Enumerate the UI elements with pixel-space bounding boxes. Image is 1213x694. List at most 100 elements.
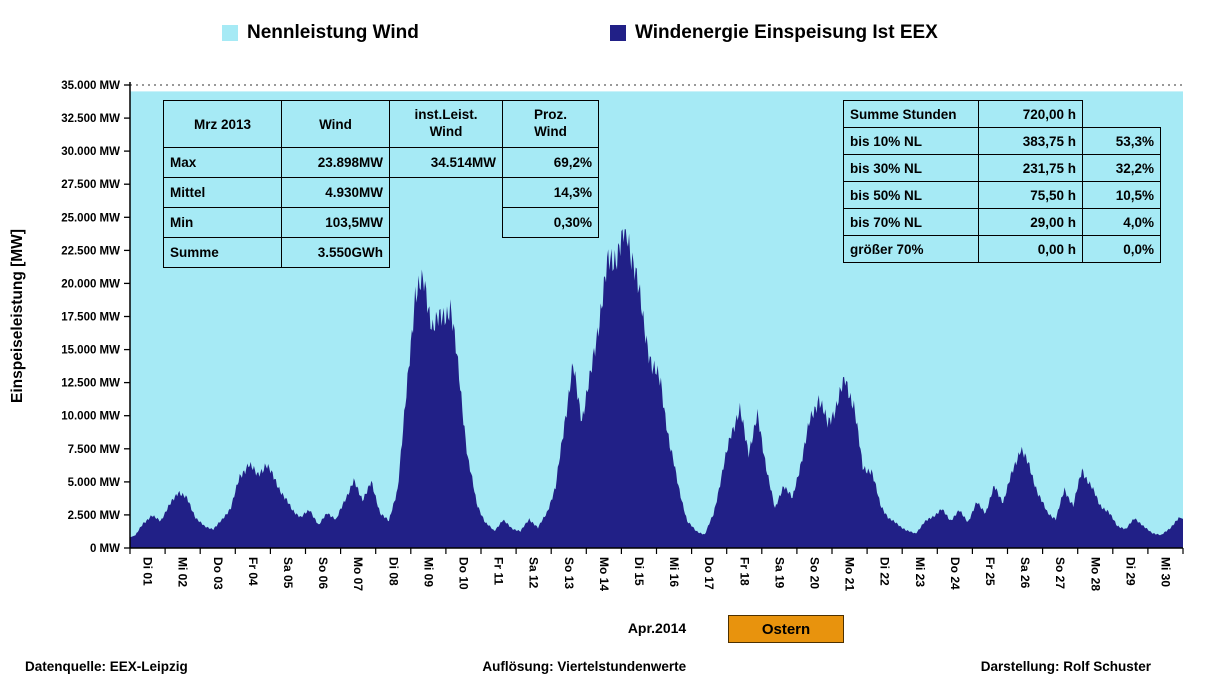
x-axis-day-label: Sa 12	[527, 557, 541, 589]
x-axis-day-label: Sa 19	[772, 557, 786, 589]
stat-value: 4.930MW	[281, 177, 390, 208]
stat-label: Max	[163, 147, 282, 178]
x-axis-day-label: Fr 18	[737, 557, 751, 586]
hours-value: 383,75 h	[978, 127, 1083, 155]
stats-wind-header: Wind	[281, 100, 390, 148]
hours-label: bis 10% NL	[843, 127, 979, 155]
x-axis-day-label: Mo 28	[1088, 557, 1102, 591]
hours-label: bis 30% NL	[843, 154, 979, 182]
y-axis-tick-label: 20.000 MW	[61, 278, 120, 290]
y-axis-tick-label: 10.000 MW	[61, 411, 120, 423]
x-axis-day-label: Mi 09	[421, 557, 435, 587]
legend-label-capacity: Nennleistung Wind	[247, 22, 419, 43]
y-axis-tick-label: 27.500 MW	[61, 179, 120, 191]
x-axis-day-label: Do 24	[948, 557, 962, 590]
x-axis-day-label: Mo 14	[597, 557, 611, 591]
empty-cell	[503, 238, 599, 268]
x-axis-day-label: Mi 02	[176, 557, 190, 587]
footer: Datenquelle: EEX-Leipzig Auflösung: Vier…	[0, 659, 1213, 674]
hours-row-10: bis 10% NL 383,75 h 53,3%	[843, 127, 1161, 155]
legend-label-wind: Windenergie Einspeisung Ist EEX	[635, 22, 938, 43]
x-axis-day-label: So 06	[316, 557, 330, 589]
stat-value: 14,3%	[502, 177, 599, 208]
hours-value: 231,75 h	[978, 154, 1083, 182]
x-axis-day-label: Di 22	[878, 557, 892, 586]
x-axis-day-label: Di 29	[1123, 557, 1137, 586]
x-axis-day-label: So 13	[562, 557, 576, 589]
x-axis-day-label: Fr 11	[492, 557, 506, 585]
legend-item-wind: Windenergie Einspeisung Ist EEX	[610, 22, 938, 44]
stat-value: 0,30%	[502, 207, 599, 238]
stats-period-label: Mrz 2013	[163, 100, 282, 148]
stats-row-min: Min 103,5MW 0,30%	[163, 207, 599, 238]
x-axis-day-label: Sa 26	[1018, 557, 1032, 589]
hours-value: 29,00 h	[978, 208, 1083, 236]
y-axis-tick-label: 2.500 MW	[68, 510, 121, 522]
stats-row-max: Max 23.898MW 34.514MW 69,2%	[163, 147, 599, 178]
x-axis-day-label: Do 10	[456, 557, 470, 590]
hours-label: bis 50% NL	[843, 181, 979, 209]
empty-cell	[390, 238, 503, 268]
stat-label: Summe	[163, 237, 282, 268]
stats-table: Mrz 2013 Wind inst.Leist. Wind Proz. Win…	[163, 100, 599, 268]
hours-value: 0,00 h	[978, 235, 1083, 263]
x-axis-day-label: Mi 23	[913, 557, 927, 587]
footer-datasource: Datenquelle: EEX-Leipzig	[25, 659, 188, 674]
y-axis-tick-label: 7.500 MW	[68, 444, 121, 456]
footer-resolution: Auflösung: Viertelstundenwerte	[482, 659, 687, 674]
stats-row-summe: Summe 3.550GWh	[163, 237, 599, 268]
y-axis-tick-label: 12.500 MW	[61, 378, 120, 390]
hours-value: 75,50 h	[978, 181, 1083, 209]
y-axis-tick-label: 30.000 MW	[61, 146, 120, 158]
x-axis-day-label: Mo 21	[843, 557, 857, 591]
x-axis-day-label: So 27	[1053, 557, 1067, 589]
legend-item-capacity: Nennleistung Wind	[222, 22, 419, 44]
stats-installed-header: inst.Leist. Wind	[389, 100, 503, 148]
stats-header-row: Mrz 2013 Wind inst.Leist. Wind Proz. Win…	[163, 100, 599, 148]
stats-row-mittel: Mittel 4.930MW 14,3%	[163, 177, 599, 208]
hours-row-30: bis 30% NL 231,75 h 32,2%	[843, 154, 1161, 182]
y-axis-tick-label: 22.500 MW	[61, 245, 120, 257]
stat-value: 34.514MW	[389, 147, 503, 178]
hours-table: Summe Stunden 720,00 h bis 10% NL 383,75…	[843, 100, 1161, 263]
wind-swatch-icon	[610, 25, 626, 41]
y-axis-tick-label: 17.500 MW	[61, 312, 120, 324]
x-axis-day-label: So 20	[808, 557, 822, 589]
stat-label: Mittel	[163, 177, 282, 208]
empty-cell	[1083, 101, 1161, 128]
hours-pct: 4,0%	[1082, 208, 1161, 236]
stat-value: 23.898MW	[281, 147, 390, 178]
y-axis-tick-label: 15.000 MW	[61, 345, 120, 357]
x-axis-day-label: Do 03	[211, 557, 225, 590]
easter-badge: Ostern	[728, 615, 844, 643]
hours-pct: 32,2%	[1082, 154, 1161, 182]
hours-row-50: bis 50% NL 75,50 h 10,5%	[843, 181, 1161, 209]
hours-value: 720,00 h	[978, 100, 1083, 128]
hours-label: größer 70%	[843, 235, 979, 263]
x-axis-day-label: Mo 07	[351, 557, 365, 591]
x-axis-day-label: Mi 16	[667, 557, 681, 587]
x-axis-day-label: Do 17	[702, 557, 716, 590]
x-axis-day-label: Fr 04	[246, 557, 260, 586]
month-label: Apr.2014	[627, 620, 687, 636]
wind-area	[130, 229, 1183, 548]
y-axis-tick-label: 5.000 MW	[68, 477, 121, 489]
x-axis-day-label: Di 15	[632, 557, 646, 586]
y-axis-tick-label: 0 MW	[90, 543, 120, 555]
hours-label: Summe Stunden	[843, 100, 979, 128]
stat-value: 69,2%	[502, 147, 599, 178]
x-axis-day-label: Di 08	[386, 557, 400, 586]
empty-cell	[390, 178, 503, 208]
hours-row-total: Summe Stunden 720,00 h	[843, 100, 1161, 128]
stat-label: Min	[163, 207, 282, 238]
hours-row-70: bis 70% NL 29,00 h 4,0%	[843, 208, 1161, 236]
hours-pct: 10,5%	[1082, 181, 1161, 209]
hours-label: bis 70% NL	[843, 208, 979, 236]
x-axis-day-label: Sa 05	[281, 557, 295, 589]
hours-pct: 53,3%	[1082, 127, 1161, 155]
stats-percent-header: Proz. Wind	[502, 100, 599, 148]
stat-value: 3.550GWh	[281, 237, 390, 268]
x-axis-day-label: Di 01	[141, 557, 155, 586]
footer-author: Darstellung: Rolf Schuster	[980, 659, 1151, 674]
